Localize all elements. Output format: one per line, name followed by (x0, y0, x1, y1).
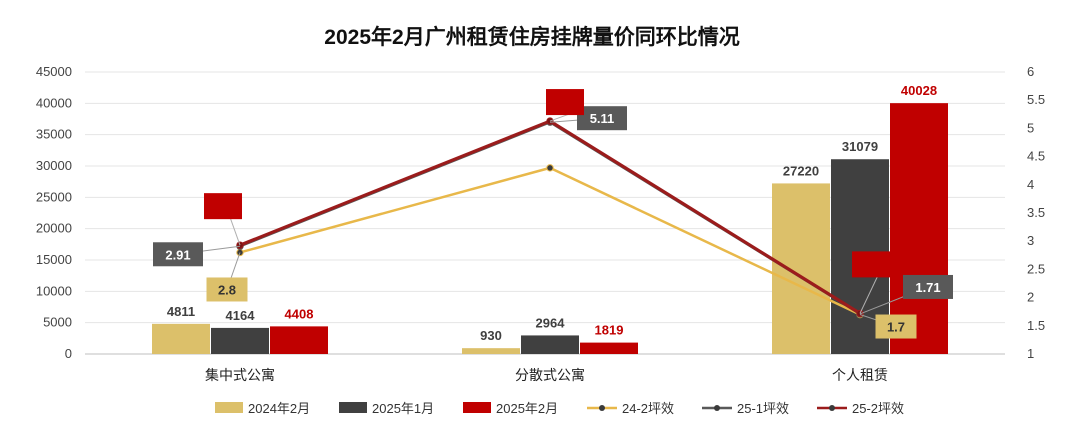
legend: 2024年2月 2025年1月 2025年2月 24-2坪效 25-1坪效 25-2坪效 (215, 401, 904, 416)
legend-marker (829, 405, 835, 411)
left-axis-tick-label: 10000 (36, 283, 72, 298)
series-marker (546, 164, 554, 172)
left-axis-tick-label: 5000 (43, 315, 72, 330)
right-axis-tick-label: 6 (1027, 64, 1034, 79)
legend-swatch (339, 402, 367, 413)
callout-box (153, 242, 203, 267)
bar (462, 348, 520, 354)
right-axis-tick-label: 5.5 (1027, 92, 1045, 107)
line-value-label: 2.8 (218, 282, 236, 297)
callout-box (903, 274, 953, 299)
bar (580, 342, 638, 354)
right-axis-tick-label: 3.5 (1027, 205, 1045, 220)
line-series (236, 117, 864, 319)
legend-marker (599, 405, 605, 411)
left-axis-tick-label: 0 (65, 346, 72, 361)
line-value-label: 1.71 (915, 280, 940, 295)
right-axis-tick-label: 2.5 (1027, 261, 1045, 276)
bar-value-label: 930 (480, 328, 502, 343)
category-label: 分散式公寓 (515, 367, 585, 383)
legend-marker (714, 405, 720, 411)
right-axis-tick-label: 3 (1027, 233, 1034, 248)
callout-box (204, 193, 242, 220)
bar (772, 183, 830, 354)
category-label: 个人租赁 (832, 367, 888, 383)
line-value-label: 2.91 (165, 247, 190, 262)
right-axis-tick-label: 1 (1027, 346, 1034, 361)
legend-label: 2024年2月 (248, 401, 310, 416)
bar-value-label: 4408 (285, 306, 314, 321)
line-value-label: 1.7 (887, 320, 905, 335)
legend-label: 24-2坪效 (622, 401, 674, 416)
category-labels: 集中式公寓 分散式公寓 个人租赁 (205, 367, 888, 383)
chart-title: 2025年2月广州租赁住房挂牌量价同环比情况 (324, 25, 739, 49)
right-axis-tick-label: 5 (1027, 120, 1034, 135)
callout-box (577, 106, 627, 131)
callout-box (875, 314, 917, 339)
left-axis: 0 5000 10000 15000 20000 25000 30000 35000 40000… (36, 64, 72, 361)
right-axis-tick-label: 4.5 (1027, 149, 1045, 164)
left-axis-tick-label: 25000 (36, 189, 72, 204)
bar-value-label: 4164 (226, 308, 256, 323)
series-line (239, 120, 861, 316)
callout-leader (229, 216, 241, 246)
category-label: 集中式公寓 (205, 367, 275, 383)
bar-value-label: 4811 (167, 304, 195, 319)
right-axis-tick-label: 2 (1027, 290, 1034, 305)
data-labels: 4811 930 27220 4164 2964 31079 4408 1819 40028 2.… (153, 83, 953, 343)
callout-box (852, 251, 890, 278)
bar-series (152, 103, 948, 354)
left-axis-tick-label: 35000 (36, 127, 72, 142)
callout-box (206, 277, 248, 302)
bar-value-label: 2964 (536, 315, 566, 330)
left-axis-tick-label: 40000 (36, 95, 72, 110)
bar (211, 327, 269, 354)
right-axis-tick-label: 1.5 (1027, 318, 1045, 333)
bar (152, 323, 210, 354)
bar-value-label: 40028 (901, 83, 937, 98)
left-axis-tick-label: 20000 (36, 221, 72, 236)
callout-leader (859, 275, 879, 314)
line-value-label: 5.11 (590, 111, 615, 126)
bar (890, 103, 948, 354)
right-axis: 1 1.5 2 2.5 3 3.5 4 4.5 5 5.5 6 (1027, 64, 1045, 361)
series-line (239, 166, 861, 316)
legend-label: 25-1坪效 (737, 401, 789, 416)
legend-label: 25-2坪效 (852, 401, 904, 416)
left-axis-tick-label: 30000 (36, 158, 72, 173)
series-marker (546, 117, 554, 125)
bar-value-label: 31079 (842, 139, 878, 154)
right-axis-tick-label: 4 (1027, 177, 1034, 192)
bar-value-label: 1819 (595, 323, 624, 338)
callout-box (546, 89, 584, 116)
legend-label: 2025年2月 (496, 401, 558, 416)
left-axis-tick-label: 45000 (36, 64, 72, 79)
bar (521, 335, 579, 354)
legend-swatch (463, 402, 491, 413)
legend-swatch (215, 402, 243, 413)
legend-label: 2025年1月 (372, 401, 434, 416)
bar (270, 326, 328, 354)
series-line (239, 119, 861, 315)
bar-value-label: 27220 (783, 163, 819, 178)
left-axis-tick-label: 15000 (36, 252, 72, 267)
